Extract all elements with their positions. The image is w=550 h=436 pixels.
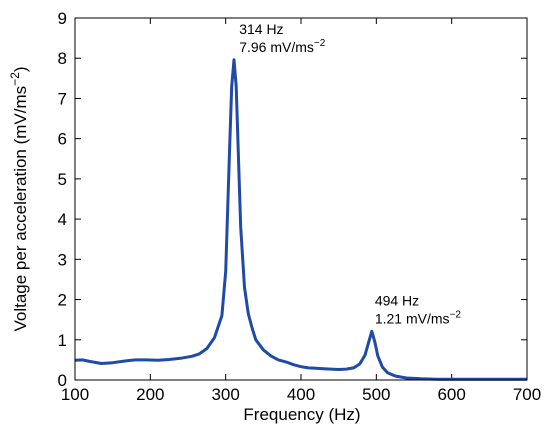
y-tick-label: 2: [58, 291, 67, 310]
x-tick-label: 100: [61, 385, 89, 404]
x-tick-label: 700: [513, 385, 541, 404]
y-tick-label: 4: [58, 210, 67, 229]
plot-frame: [74, 17, 528, 381]
x-tick-label: 400: [287, 385, 315, 404]
peak-frequency-label: 314 Hz: [239, 21, 283, 37]
peak-value-label: 7.96 mV/ms−2: [239, 38, 326, 55]
y-tick-label: 0: [58, 371, 67, 390]
peak-value-label: 1.21 mV/ms−2: [375, 309, 462, 326]
series-line: [74, 58, 527, 381]
peak-annotations: 314 Hz7.96 mV/ms−2 494 Hz1.21 mV/ms−2: [239, 21, 461, 327]
y-tick-label: 1: [58, 331, 67, 350]
y-axis-title: Voltage per acceleration (mV/ms−2): [8, 66, 30, 331]
x-tick-label: 500: [362, 385, 390, 404]
x-axis-title: Frequency (Hz): [243, 405, 360, 424]
y-tick-label: 9: [58, 9, 67, 28]
y-tick-label: 8: [58, 49, 67, 68]
y-tick-label: 3: [58, 250, 67, 269]
y-axis: 0 1 2 3 4 5 6 7 8 9: [58, 9, 527, 390]
x-axis: 100 200 300 400 500 600 700: [61, 18, 541, 404]
y-tick-label: 6: [58, 130, 67, 149]
y-tick-label: 7: [58, 89, 67, 108]
y-tick-label: 5: [58, 170, 67, 189]
peak-frequency-label: 494 Hz: [375, 292, 419, 308]
x-tick-label: 600: [437, 385, 465, 404]
x-tick-label: 200: [136, 385, 164, 404]
x-tick-label: 300: [211, 385, 239, 404]
